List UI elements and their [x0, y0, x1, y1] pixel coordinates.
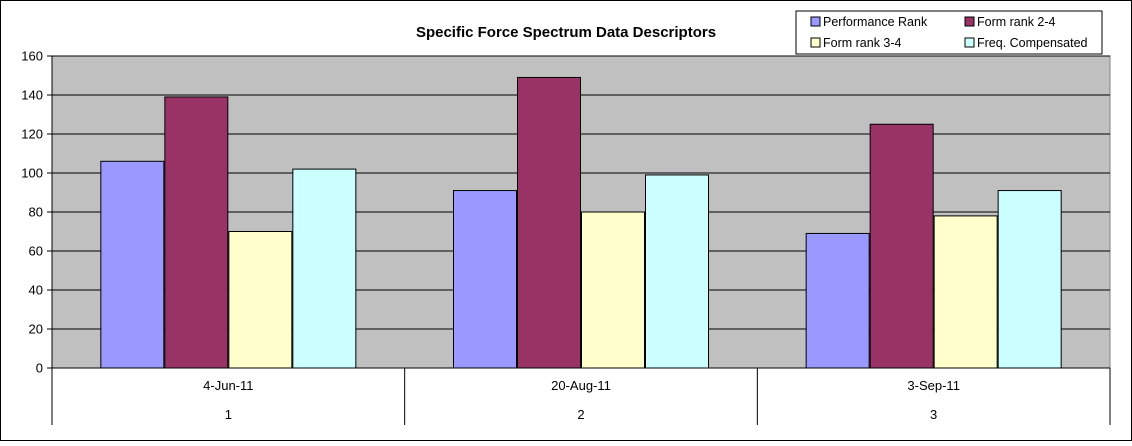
- legend-label: Form rank 3-4: [823, 36, 902, 50]
- bar: [645, 174, 709, 369]
- y-tick-label: 60: [29, 244, 43, 259]
- y-tick-label: 120: [21, 127, 43, 142]
- bar: [292, 168, 357, 369]
- chart-title: Specific Force Spectrum Data Descriptors: [416, 24, 716, 41]
- legend-label: Performance Rank: [823, 15, 928, 29]
- x-tick-label-date: 4-Jun-11: [203, 378, 253, 393]
- x-tick-label-index: 1: [225, 407, 232, 422]
- y-tick-label: 100: [21, 166, 43, 181]
- x-tick-label-date: 20-Aug-11: [551, 378, 611, 393]
- x-tick-label-index: 2: [577, 407, 584, 422]
- legend-box: [795, 10, 1103, 55]
- bar: [933, 215, 998, 369]
- plot-area: 0 20 40 60 80 100 120 140 160 4-Jun-11 1 20-Aug-11 2…: [21, 49, 1111, 425]
- legend-label: Freq. Compensated: [977, 36, 1088, 50]
- y-tick-label: 40: [29, 283, 43, 298]
- legend-swatch: [964, 16, 975, 27]
- legend-label: Form rank 2-4: [977, 15, 1056, 29]
- y-tick-label: 140: [21, 88, 43, 103]
- bar: [517, 76, 581, 369]
- bar: [997, 190, 1062, 369]
- y-tick-label: 0: [36, 361, 43, 376]
- y-tick-label: 160: [21, 49, 43, 64]
- legend-swatch: [964, 37, 975, 48]
- legend: Performance Rank Form rank 2-4 Form rank 3…: [795, 10, 1103, 55]
- bar: [100, 160, 165, 369]
- x-tick-label-date: 3-Sep-11: [907, 378, 960, 393]
- y-tick-label: 20: [29, 322, 43, 337]
- bar: [581, 211, 645, 369]
- bar: [453, 190, 517, 369]
- x-tick-label-index: 3: [930, 407, 937, 422]
- bar: [228, 231, 293, 369]
- bar: [805, 232, 870, 369]
- legend-swatch: [810, 37, 821, 48]
- bar: [164, 96, 229, 369]
- bar: [869, 123, 934, 369]
- legend-swatch: [810, 16, 821, 27]
- y-tick-label: 80: [29, 205, 43, 220]
